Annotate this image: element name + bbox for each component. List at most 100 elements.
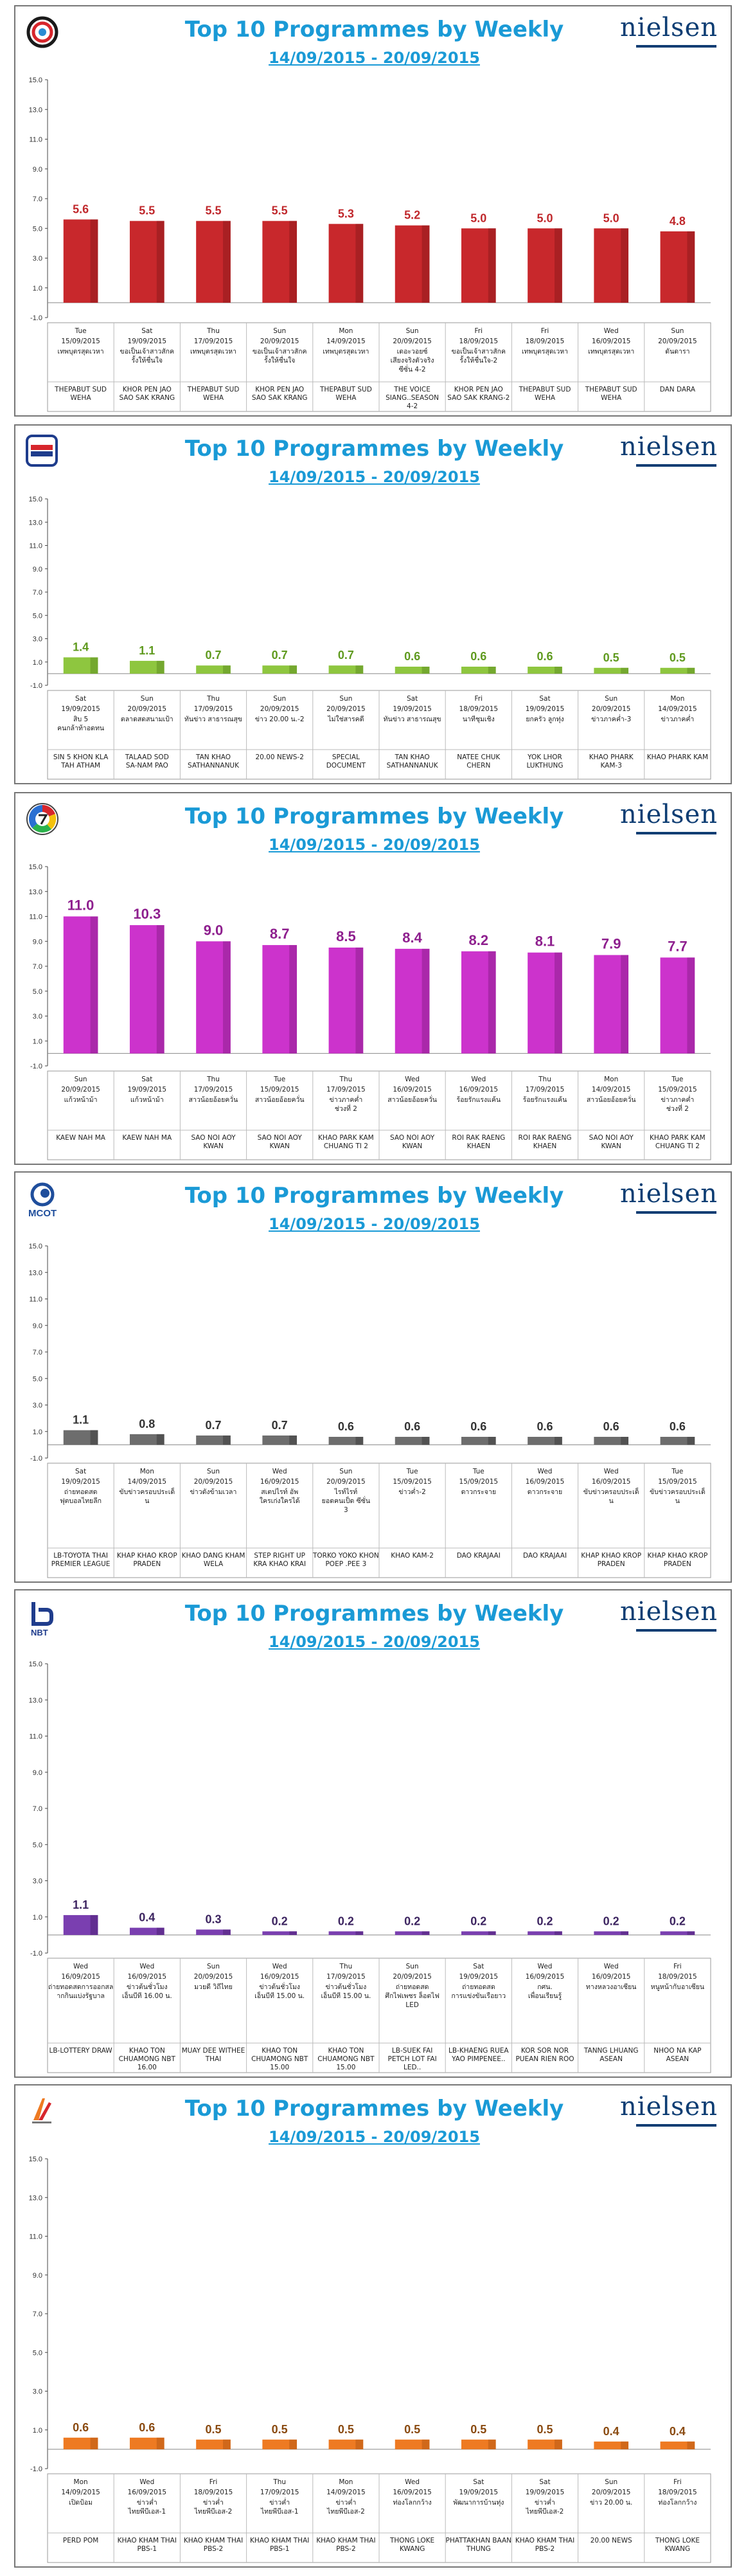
- thai-title-label: ขอเป็นเจ้าสาวสักครั้งให้ชื่นใจ: [120, 347, 175, 365]
- bar-shade: [223, 1435, 231, 1445]
- bar-shade: [90, 916, 98, 1054]
- y-tick-label: 5.0: [33, 1841, 42, 1849]
- bar-value-label: 0.5: [404, 2423, 420, 2436]
- thai-title-label: ยกครัว ลูกทุ่ง: [526, 716, 564, 723]
- thai-title-label: ข่าวภาคค่ำ-3: [591, 714, 631, 723]
- chart-panel: Top 10 Programmes by Weekly 14/09/2015 - …: [14, 2084, 732, 2568]
- programme-name-label: THEPABUT SUD WEHA: [519, 386, 571, 402]
- date-label: 16/09/2015: [61, 1973, 100, 1981]
- thai-title-label: ข่าวค่ำไทยพีบีเอส-1: [260, 2498, 299, 2516]
- thai-title-label: ทางหลวงอาเซียน: [586, 1983, 637, 1991]
- date-label: 16/09/2015: [260, 1478, 299, 1486]
- day-label: Wed: [139, 2478, 154, 2486]
- bar: [594, 1931, 629, 1935]
- day-label: Sat: [473, 2478, 484, 2486]
- bar-value-label: 1.1: [73, 1414, 89, 1427]
- bar-value-label: 5.5: [139, 204, 155, 217]
- programme-name-label: KHAO PHARK KAM: [647, 753, 708, 761]
- chart-panel: MCOT Top 10 Programmes by Weekly 14/09/201…: [14, 1171, 732, 1583]
- date-label: 17/09/2015: [194, 338, 233, 345]
- date-label: 18/09/2015: [658, 1973, 697, 1981]
- y-tick-label: 15.0: [29, 1661, 42, 1668]
- bar-value-label: 0.2: [603, 1914, 619, 1927]
- date-label: 19/09/2015: [393, 705, 432, 713]
- nbt-logo: NBT: [31, 1602, 53, 1637]
- date-label: 17/09/2015: [194, 1086, 233, 1094]
- bar: [328, 665, 364, 674]
- programme-name-label: DAN DARA: [660, 386, 696, 393]
- bar-chart: 15.0 13.0 11.0 9.0 7.0 5.0 3.0 1.0 -1.0 1.4 1.1 0.7…: [29, 496, 711, 780]
- programme-name-label: KHAO TON CHUAMONG NBT 15.00: [317, 2047, 375, 2071]
- day-label: Mon: [74, 2478, 88, 2486]
- logo-text: NBT: [31, 1628, 48, 1637]
- y-tick-label: -1.0: [30, 2465, 42, 2473]
- day-label: Sat: [539, 2478, 550, 2486]
- y-tick-label: 3.0: [33, 1013, 42, 1021]
- thai-title-label: ข่าวค่ำไทยพีบีเอส-2: [326, 2498, 365, 2516]
- programme-name-label: STEP RIGHT UP KRA KHAO KRAI: [253, 1552, 306, 1568]
- date-label: 19/09/2015: [61, 705, 100, 713]
- programme-name-label: LB-KHAENG RUEA YAO PIMPENEE..: [448, 2047, 509, 2063]
- thai-title-label: มวยดี วิถีไทย: [194, 1983, 233, 1991]
- nielsen-logo-underline: [636, 2124, 716, 2127]
- date-label: 15/09/2015: [658, 1086, 697, 1094]
- y-tick-label: 13.0: [29, 1269, 42, 1277]
- bar-value-label: 9.0: [204, 922, 224, 938]
- date-label: 20/09/2015: [393, 338, 432, 345]
- bar-shade: [555, 228, 562, 303]
- programme-name-label: KHAP KHAO KROP PRADEN: [648, 1552, 708, 1568]
- logo-band-2: [31, 451, 53, 456]
- chart-title: Top 10 Programmes by Weekly: [184, 1601, 564, 1626]
- programme-name-label: TANNG LHUANG ASEAN: [583, 2047, 639, 2063]
- bar: [129, 1434, 164, 1445]
- thai-title-label: สาวน้อยอ้อยควั่น: [255, 1095, 305, 1104]
- bar-value-label: 0.6: [537, 1420, 553, 1433]
- bar: [129, 1927, 164, 1935]
- day-label: Fri: [475, 327, 483, 335]
- bar-value-label: 1.1: [139, 644, 155, 657]
- thai-title-label: สาวน้อยอ้อยควั่น: [387, 1095, 437, 1104]
- bar-value-label: 0.6: [670, 1420, 686, 1433]
- programme-name-label: KHAP KHAO KROP PRADEN: [581, 1552, 641, 1568]
- bar-chart: 15.0 13.0 11.0 9.0 7.0 5.0 3.0 1.0 -1.0 0.6 0.6 0.5…: [29, 2156, 711, 2563]
- y-tick-label: 9.0: [33, 566, 42, 573]
- programme-name-label: KHAO PHARK KAM-3: [589, 753, 634, 770]
- bar-shade: [488, 228, 496, 303]
- day-label: Thu: [538, 1076, 551, 1083]
- bar-shade: [223, 221, 231, 303]
- y-tick-label: 1.0: [33, 659, 42, 667]
- bar-value-label: 5.5: [272, 204, 288, 217]
- y-tick-label: 13.0: [29, 2194, 42, 2202]
- day-label: Fri: [673, 1963, 682, 1970]
- date-label: 20/09/2015: [658, 338, 697, 345]
- bar-chart: 15.0 13.0 11.0 9.0 7.0 5.0 3.0 1.0 -1.0 5.6 5.5 5.5…: [29, 77, 711, 412]
- bar-value-label: 8.7: [270, 926, 290, 942]
- thai-title-label: หนูหน้ากับอาเซียน: [651, 1983, 704, 1991]
- bar-value-label: 8.1: [535, 933, 555, 950]
- thai-title-label: ไรท์ไรท์ยอดคนเป็ด ซีซั่น 3: [322, 1488, 370, 1514]
- thai-title-label: ถ่ายทอดสดการแข่งขันเรือยาว: [451, 1983, 506, 2000]
- y-tick-label: 3.0: [33, 636, 42, 644]
- y-tick-label: 3.0: [33, 1402, 42, 1410]
- programme-name-label: KHAO KHAM THAI PBS-2: [515, 2537, 574, 2553]
- y-tick-label: -1.0: [30, 1063, 42, 1070]
- bar-value-label: 8.4: [402, 930, 422, 946]
- date-label: 20/09/2015: [128, 705, 167, 713]
- thai-title-label: สาวน้อยอ้อยควั่น: [189, 1095, 238, 1104]
- day-label: Tue: [671, 1468, 683, 1475]
- day-label: Sat: [539, 695, 550, 703]
- y-tick-label: 15.0: [29, 2156, 42, 2163]
- bar: [660, 667, 695, 674]
- bar-shade: [621, 1931, 629, 1935]
- y-tick-label: 11.0: [29, 1296, 42, 1304]
- chart-title: Top 10 Programmes by Weekly: [184, 2096, 564, 2121]
- day-label: Wed: [73, 1963, 88, 1970]
- thai-title-label: สเตปไรท์ อัพใครเก่งใครได้: [260, 1488, 300, 1505]
- bar-shade: [422, 1437, 430, 1445]
- bar-shade: [687, 1437, 695, 1445]
- chart-date-range: 14/09/2015 - 20/09/2015: [269, 468, 480, 486]
- date-label: 15/09/2015: [393, 1478, 432, 1486]
- bar-value-label: 0.5: [603, 651, 619, 664]
- day-label: Wed: [604, 327, 619, 335]
- bar: [461, 667, 496, 674]
